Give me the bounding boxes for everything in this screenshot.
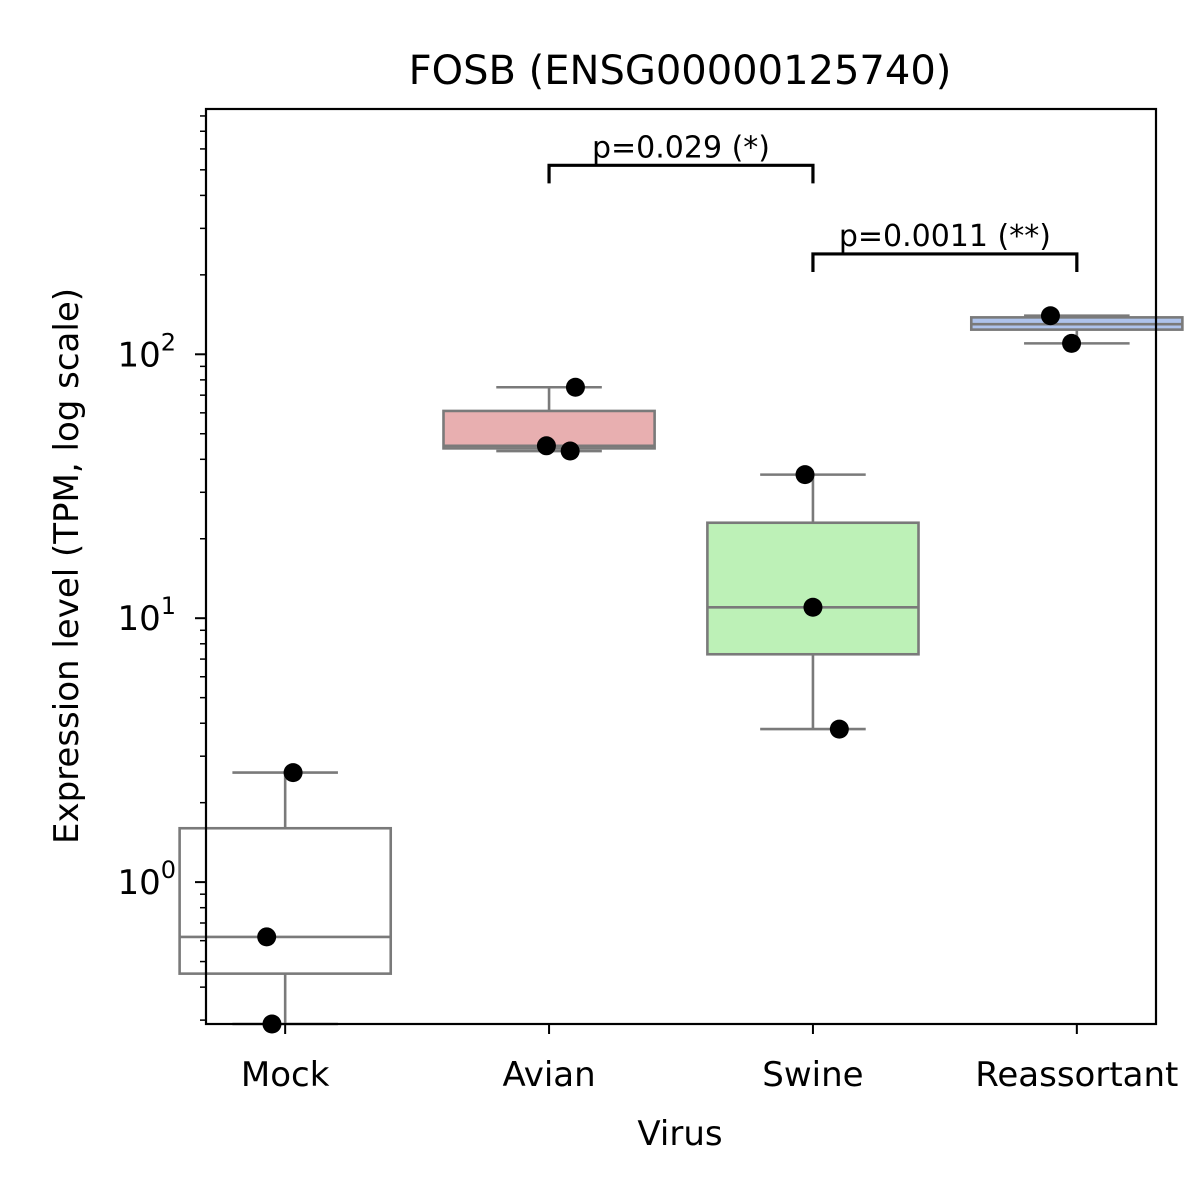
significance-bracket: p=0.0011 (**) xyxy=(811,219,1079,272)
data-point xyxy=(536,436,556,456)
y-tick-label: 100 xyxy=(117,856,176,903)
bracket-line xyxy=(811,252,1079,272)
data-point xyxy=(803,597,823,617)
plot-frame xyxy=(204,107,1158,1026)
y-tick-base: 10 xyxy=(117,863,160,903)
data-point xyxy=(283,763,303,783)
y-tick-exponent: 0 xyxy=(161,856,176,884)
data-point xyxy=(565,377,585,397)
significance-bracket: p=0.029 (*) xyxy=(547,130,815,184)
plot-area: p=0.029 (*) p=0.0011 (**) xyxy=(178,130,1184,1034)
box-mock xyxy=(178,771,393,1026)
x-axis-label: Virus xyxy=(637,1114,722,1154)
y-tick-exponent: 1 xyxy=(161,592,176,620)
box-iqr xyxy=(706,521,920,656)
y-tick-base: 10 xyxy=(117,599,160,639)
data-point xyxy=(1040,306,1060,326)
significance-label: p=0.0011 (**) xyxy=(839,219,1051,254)
x-tick-label: Reassortant xyxy=(975,1055,1178,1095)
data-point xyxy=(257,927,277,947)
bracket-line xyxy=(547,163,815,184)
y-tick-exponent: 2 xyxy=(161,328,176,356)
y-axis-label: Expression level (TPM, log scale) xyxy=(47,288,87,844)
x-tick-label: Mock xyxy=(241,1055,330,1095)
y-tick-label: 101 xyxy=(117,592,176,639)
data-point xyxy=(1062,333,1082,353)
significance-label: p=0.029 (*) xyxy=(592,130,770,165)
x-tick-label: Avian xyxy=(502,1055,595,1095)
data-point xyxy=(829,719,849,739)
data-point xyxy=(560,441,580,461)
box-swine xyxy=(706,473,920,731)
data-point xyxy=(795,465,815,485)
chart-title: FOSB (ENSG00000125740) xyxy=(409,48,952,94)
y-tick-label: 102 xyxy=(117,328,176,375)
box-iqr xyxy=(178,826,393,975)
y-tick-base: 10 xyxy=(117,335,160,375)
x-tick-label: Swine xyxy=(762,1055,863,1095)
